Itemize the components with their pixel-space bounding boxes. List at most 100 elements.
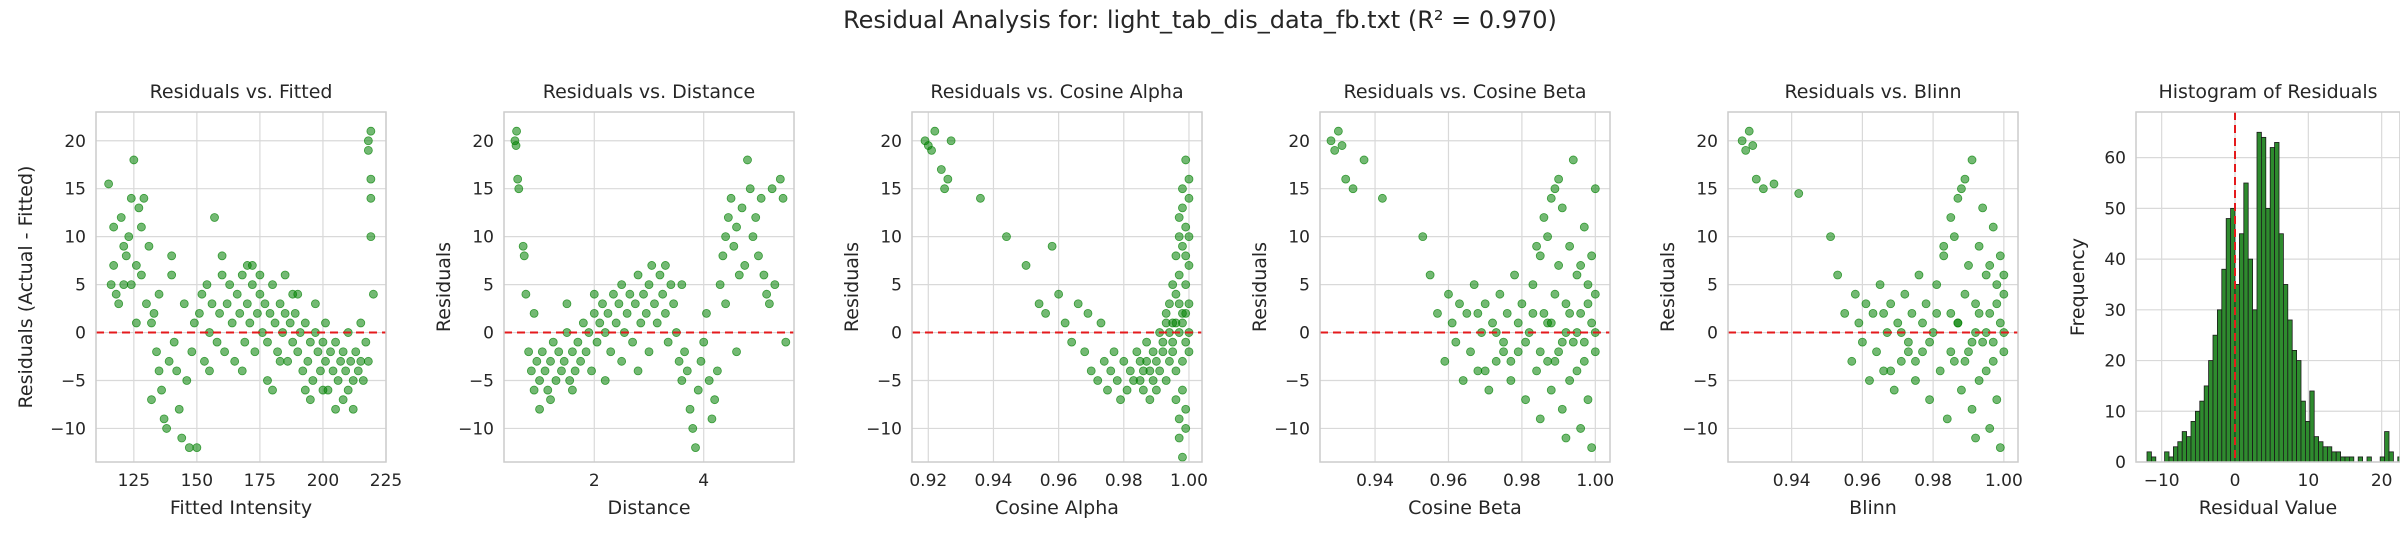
data-point: [1875, 280, 1885, 290]
data-point: [1960, 174, 1970, 184]
data-point: [1918, 318, 1927, 328]
data-point: [661, 308, 670, 318]
data-point: [1502, 308, 1512, 318]
data-point: [1480, 299, 1490, 309]
y-tick-label: 20: [880, 132, 902, 152]
data-point: [1517, 299, 1527, 309]
data-point: [1425, 270, 1435, 280]
data-point: [1119, 356, 1129, 366]
data-point: [222, 299, 232, 309]
data-point: [250, 347, 260, 357]
data-point: [1184, 299, 1194, 309]
data-point: [210, 213, 219, 222]
data-point: [1981, 366, 1991, 376]
x-axis-label: Distance: [607, 497, 690, 519]
data-point: [1513, 347, 1523, 357]
x-tick-label: 1.00: [1985, 471, 2023, 491]
data-point: [723, 213, 733, 222]
y-tick-label: 10: [2104, 402, 2126, 422]
data-point: [1178, 356, 1187, 366]
data-point: [669, 299, 679, 309]
data-point: [1165, 299, 1174, 309]
histogram-bar: [2238, 233, 2245, 463]
data-point: [129, 155, 139, 165]
data-point: [270, 318, 280, 328]
data-point: [1583, 299, 1593, 309]
data-point: [192, 443, 202, 453]
data-point: [940, 184, 949, 194]
data-point: [674, 356, 684, 366]
data-point: [298, 366, 308, 376]
data-point: [546, 395, 555, 405]
data-point: [1942, 414, 1952, 424]
data-point: [677, 280, 687, 290]
data-point: [778, 193, 788, 203]
data-point: [1903, 337, 1913, 347]
data-point: [1953, 193, 1963, 203]
data-point: [543, 385, 553, 395]
data-point: [1171, 395, 1181, 405]
data-point: [1083, 308, 1093, 318]
data-point: [293, 347, 303, 357]
data-point: [1151, 356, 1161, 366]
data-point: [356, 318, 366, 328]
data-point: [1886, 366, 1896, 376]
data-point: [1550, 289, 1560, 299]
x-tick-label: 0.96: [1040, 471, 1078, 491]
data-point: [305, 337, 315, 347]
data-point: [1985, 424, 1995, 433]
data-point: [1872, 347, 1881, 357]
data-point: [699, 337, 709, 347]
data-point: [715, 280, 725, 290]
figure-title: Residual Analysis for: light_tab_dis_dat…: [843, 6, 1557, 34]
data-point: [1769, 179, 1779, 189]
data-point: [732, 347, 741, 357]
data-point: [268, 280, 277, 290]
data-point: [356, 356, 366, 366]
plot-frame: [1319, 111, 1611, 463]
y-tick-label: 20: [64, 132, 86, 152]
data-point: [930, 126, 940, 136]
data-point: [230, 356, 240, 366]
data-point: [1946, 347, 1956, 357]
y-tick-label: −5: [1285, 371, 1310, 391]
data-point: [1911, 356, 1920, 366]
data-point: [589, 289, 599, 299]
histogram-bar: [2344, 456, 2350, 463]
histogram-bar: [2388, 451, 2394, 463]
data-point: [1462, 308, 1472, 318]
data-point: [164, 356, 174, 366]
data-point: [109, 261, 119, 270]
data-point: [663, 337, 673, 347]
histogram-bar: [2309, 390, 2315, 463]
histogram-bar: [2194, 410, 2201, 463]
data-point: [1447, 318, 1457, 328]
plot-frame: [911, 111, 1203, 463]
histogram-bar: [2384, 431, 2390, 463]
data-point: [1168, 280, 1178, 290]
data-point: [1181, 308, 1191, 318]
data-point: [1125, 366, 1135, 376]
data-point: [609, 289, 618, 299]
data-point: [1554, 174, 1564, 184]
data-point: [200, 356, 209, 366]
data-point: [247, 280, 257, 290]
data-point: [770, 280, 780, 290]
data-point: [622, 308, 632, 318]
histogram-bar: [2181, 431, 2187, 463]
panel-3: 0.92 0.94 0.96 0.98 1.00 −10 −5 0 5 10 15 20 Residua…: [841, 81, 1208, 519]
y-tick-label: 20: [2104, 352, 2126, 372]
data-point: [1999, 270, 2009, 280]
data-point: [1554, 261, 1564, 270]
data-point: [1181, 155, 1191, 165]
data-point: [252, 308, 262, 318]
data-point: [636, 318, 646, 328]
histogram-bar: [2243, 182, 2249, 463]
histogram-bar: [2216, 309, 2223, 463]
data-point: [126, 193, 136, 203]
y-tick-label: 0: [1707, 324, 1718, 344]
data-point: [562, 299, 572, 309]
data-point: [1960, 356, 1970, 366]
panel-1: 125 150 175 200 225 −10 −5 0 5 10 15 20 Residuals vs…: [15, 81, 402, 519]
data-point: [1171, 251, 1181, 261]
